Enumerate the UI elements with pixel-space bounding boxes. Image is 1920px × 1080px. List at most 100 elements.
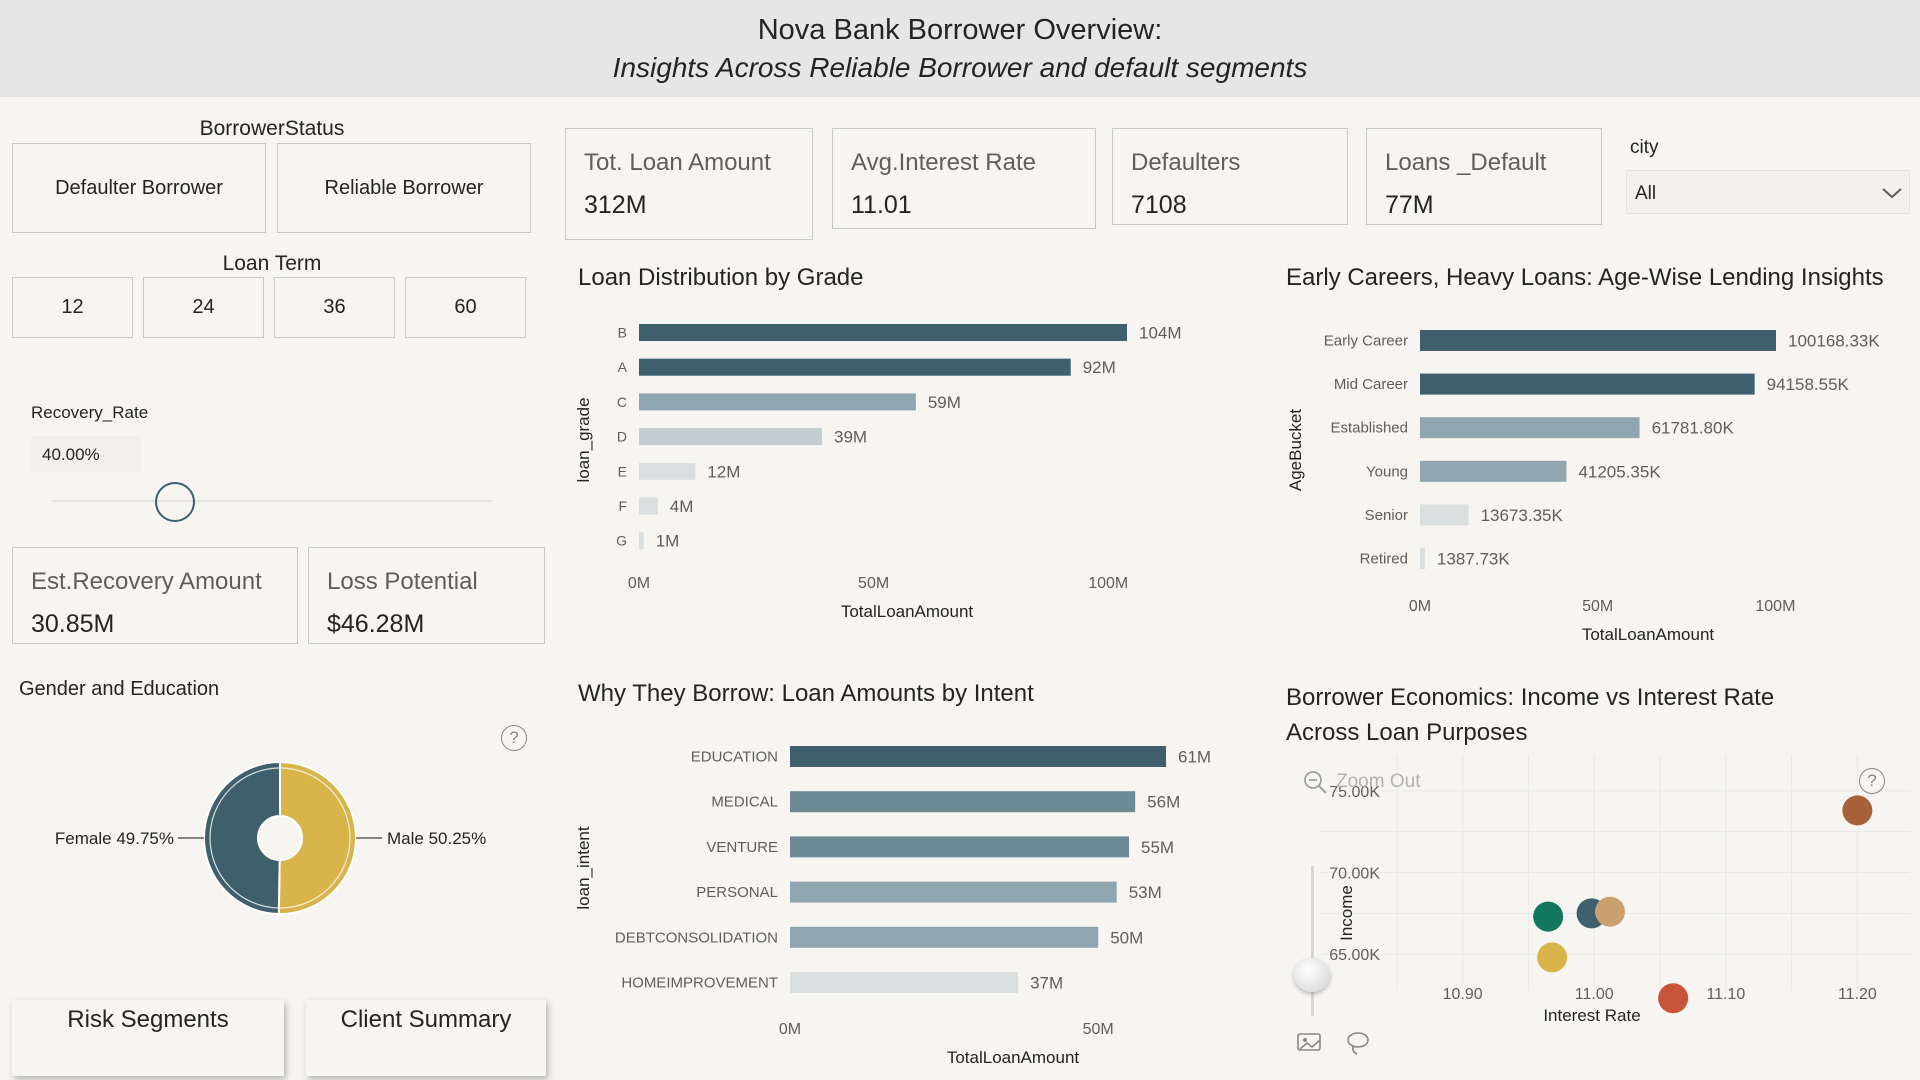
bar <box>639 497 658 515</box>
data-label: 37M <box>1030 974 1063 993</box>
kpi-avg-rate-label: Avg.Interest Rate <box>851 149 1036 176</box>
kpi-tot-loan-value: 312M <box>584 191 647 219</box>
y-axis-title: AgeBucket <box>1286 409 1305 491</box>
category-label: DEBTCONSOLIDATION <box>615 929 778 946</box>
loan-term-12-button[interactable]: 12 <box>12 277 133 338</box>
bar <box>790 972 1019 993</box>
income-rate-scatter: 75.00K 70.00K 65.00K 10.90 11.00 11.10 11.20 In… <box>1320 755 1910 1025</box>
zoom-slider-track[interactable] <box>1311 866 1314 1016</box>
kpi-loss-potential-label: Loss Potential <box>327 568 478 595</box>
category-label: PERSONAL <box>696 884 778 901</box>
inner-ring <box>209 767 351 909</box>
y-axis-title: Income <box>1337 885 1356 941</box>
reliable-borrower-button[interactable]: Reliable Borrower <box>277 143 531 233</box>
gender-donut-chart: Female 49.75% Male 50.25% <box>55 760 486 916</box>
risk-segments-button[interactable]: Risk Segments <box>12 1000 284 1076</box>
data-label: 104M <box>1139 324 1182 343</box>
data-label: 61781.80K <box>1652 419 1735 438</box>
intent-bar-chart: EDUCATION 61M MEDICAL 56M VENTURE 55M PERSONAL… <box>574 746 1211 1067</box>
x-tick-label: 11.20 <box>1838 986 1877 1003</box>
defaulter-borrower-button[interactable]: Defaulter Borrower <box>12 143 266 233</box>
y-axis-title: loan_grade <box>574 397 593 482</box>
data-label: 1387.73K <box>1437 550 1510 569</box>
bar <box>639 462 696 480</box>
zoom-out-button[interactable]: Zoom Out <box>1302 768 1420 796</box>
kpi-loans-default-value: 77M <box>1385 191 1434 219</box>
scatter-point <box>1842 795 1873 826</box>
borrower-status-label: BorrowerStatus <box>199 117 345 140</box>
bar <box>790 926 1099 948</box>
loan-term-24-button[interactable]: 24 <box>143 277 264 338</box>
kpi-est-recovery-amount: Est.Recovery Amount 30.85M <box>12 547 298 644</box>
bar <box>639 428 822 446</box>
city-label: city <box>1630 137 1659 158</box>
data-label: 55M <box>1141 838 1174 857</box>
loan-term-36-button[interactable]: 36 <box>274 277 395 338</box>
data-label: 12M <box>707 462 740 481</box>
image-icon[interactable] <box>1296 1030 1324 1056</box>
tick-label: 100M <box>1088 575 1128 592</box>
data-label: 13673.35K <box>1481 506 1564 525</box>
recovery-rate-slider-handle[interactable] <box>155 482 196 522</box>
lasso-select-icon[interactable] <box>1344 1030 1372 1056</box>
scatter-title-line-2: Across Loan Purposes <box>1286 719 1528 746</box>
loan-term-label: Loan Term <box>222 252 322 275</box>
category-label: B <box>618 325 627 341</box>
bar <box>1420 417 1640 439</box>
female-slice <box>203 760 281 916</box>
category-label: Young <box>1366 463 1408 480</box>
category-label: HOMEIMPROVEMENT <box>621 975 778 992</box>
category-label: A <box>618 359 628 375</box>
data-label: 4M <box>670 497 694 516</box>
zoom-out-icon <box>1304 771 1327 794</box>
category-label: Early Career <box>1324 333 1408 350</box>
scatter-point <box>1658 983 1689 1014</box>
data-label: 39M <box>834 428 867 447</box>
x-tick-label: 11.00 <box>1575 986 1614 1003</box>
bar <box>639 393 916 411</box>
y-tick-label: 75.00K <box>1329 784 1380 801</box>
help-icon[interactable]: ? <box>1859 768 1885 794</box>
data-label: 94158.55K <box>1767 375 1850 394</box>
scatter-chart-title: Borrower Economics: Income vs Interest R… <box>1286 680 1774 750</box>
kpi-loss-potential-value: $46.28M <box>327 610 425 638</box>
tick-label: 100M <box>1755 598 1795 615</box>
zoom-slider-handle[interactable] <box>1294 958 1330 992</box>
bar <box>1420 460 1567 482</box>
zoom-out-label: Zoom Out <box>1336 771 1421 792</box>
tick-label: 0M <box>628 575 650 592</box>
scatter-title-line-1: Borrower Economics: Income vs Interest R… <box>1286 684 1775 711</box>
tick-label: 0M <box>1409 598 1431 615</box>
data-label: 1M <box>656 532 680 551</box>
kpi-est-recovery-value: 30.85M <box>31 610 115 638</box>
help-icon[interactable]: ? <box>501 725 527 751</box>
bar <box>790 791 1136 813</box>
age-chart-title: Early Careers, Heavy Loans: Age-Wise Len… <box>1286 264 1884 291</box>
kpi-est-recovery-label: Est.Recovery Amount <box>31 568 262 595</box>
recovery-rate-slider-track[interactable] <box>52 500 492 502</box>
tick-label: 50M <box>1083 1021 1114 1038</box>
city-dropdown[interactable]: All <box>1626 170 1910 214</box>
data-label: 100168.33K <box>1788 332 1880 351</box>
scatter-point <box>1595 896 1625 927</box>
data-label: 53M <box>1129 883 1162 902</box>
report-header: Nova Bank Borrower Overview: Insights Ac… <box>0 0 1920 97</box>
tick-label: 0M <box>779 1021 801 1038</box>
kpi-avg-rate-value: 11.01 <box>851 191 912 219</box>
bar <box>1420 548 1425 569</box>
client-summary-button[interactable]: Client Summary <box>306 1000 546 1076</box>
bar <box>790 746 1166 767</box>
category-label: Retired <box>1360 551 1408 568</box>
data-label: 59M <box>928 393 961 412</box>
loan-term-60-button[interactable]: 60 <box>405 277 526 338</box>
y-axis-title: loan_intent <box>574 826 593 909</box>
category-label: D <box>617 429 627 445</box>
recovery-rate-input[interactable]: 40.00% <box>31 436 141 472</box>
category-label: EDUCATION <box>691 749 778 766</box>
kpi-loss-potential: Loss Potential $46.28M <box>308 547 545 644</box>
category-label: C <box>617 394 627 410</box>
data-label: 41205.35K <box>1578 462 1661 481</box>
chevron-down-icon <box>1882 188 1902 199</box>
bar <box>790 836 1130 858</box>
male-slice <box>277 760 357 915</box>
